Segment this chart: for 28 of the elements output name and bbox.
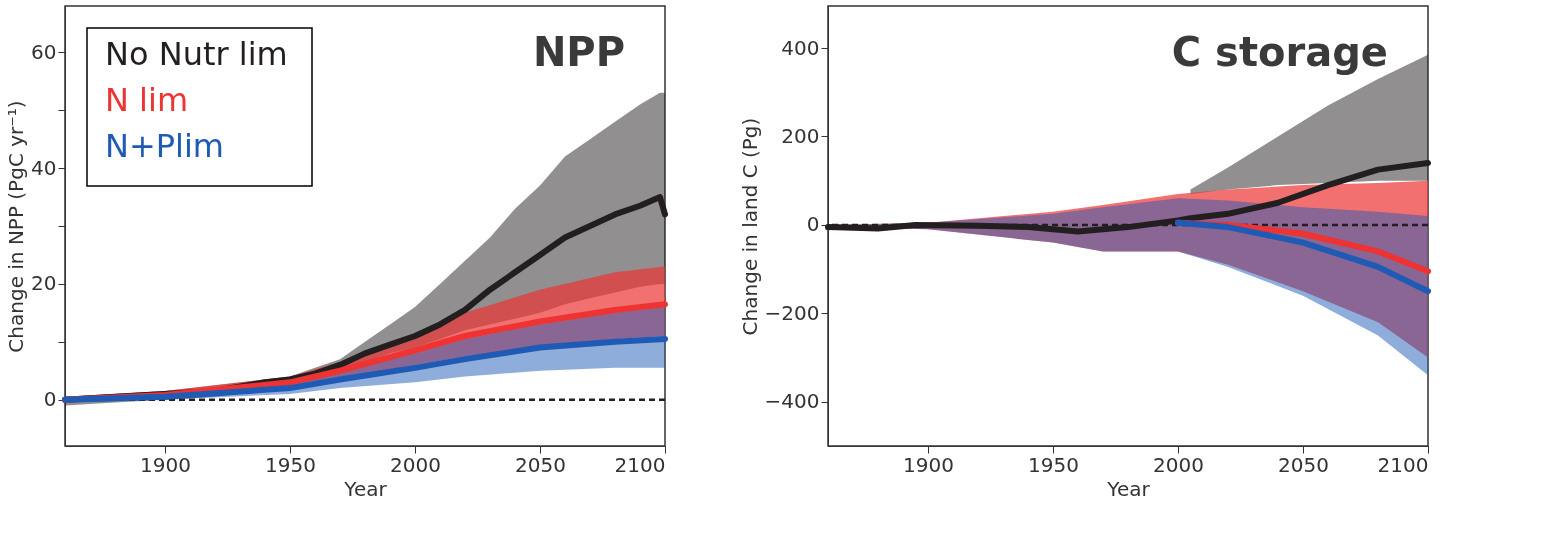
y-axis-title: Change in land C (Pg) xyxy=(737,117,762,336)
text: NPP xyxy=(532,29,625,75)
y-tick-label: 40 xyxy=(31,155,57,180)
x-tick-label: 2100 xyxy=(1377,452,1429,477)
y-tick-label: 0 xyxy=(806,212,820,237)
x-tick-label: 2000 xyxy=(390,452,441,477)
x-axis-title: Year xyxy=(343,476,388,501)
x-tick-label: 2100 xyxy=(614,452,666,477)
x-tick-label: 2050 xyxy=(515,452,566,477)
y-tick-label: 20 xyxy=(31,271,57,296)
x-tick-label: 2050 xyxy=(1278,452,1329,477)
x-tick-label: 1900 xyxy=(903,452,954,477)
x-axis-title: Year xyxy=(1106,476,1151,501)
y-tick-label: 60 xyxy=(31,39,57,64)
y-tick-label: 0 xyxy=(43,387,57,412)
y-tick-label: 400 xyxy=(781,35,820,60)
x-tick-label: 1950 xyxy=(1028,452,1079,477)
x-tick-label: 1900 xyxy=(140,452,191,477)
y-tick-label: −200 xyxy=(764,300,820,325)
y-tick-label: −400 xyxy=(764,389,820,414)
x-tick-label: 2000 xyxy=(1153,452,1204,477)
text: N+Plim xyxy=(105,127,224,165)
text: N lim xyxy=(105,81,189,119)
text: C storage xyxy=(1171,29,1388,75)
x-tick-label: 1950 xyxy=(265,452,316,477)
text: No Nutr lim xyxy=(105,35,288,73)
y-tick-label: 200 xyxy=(781,123,820,148)
y-axis-title: Change in NPP (PgC yr⁻¹) xyxy=(4,100,29,353)
